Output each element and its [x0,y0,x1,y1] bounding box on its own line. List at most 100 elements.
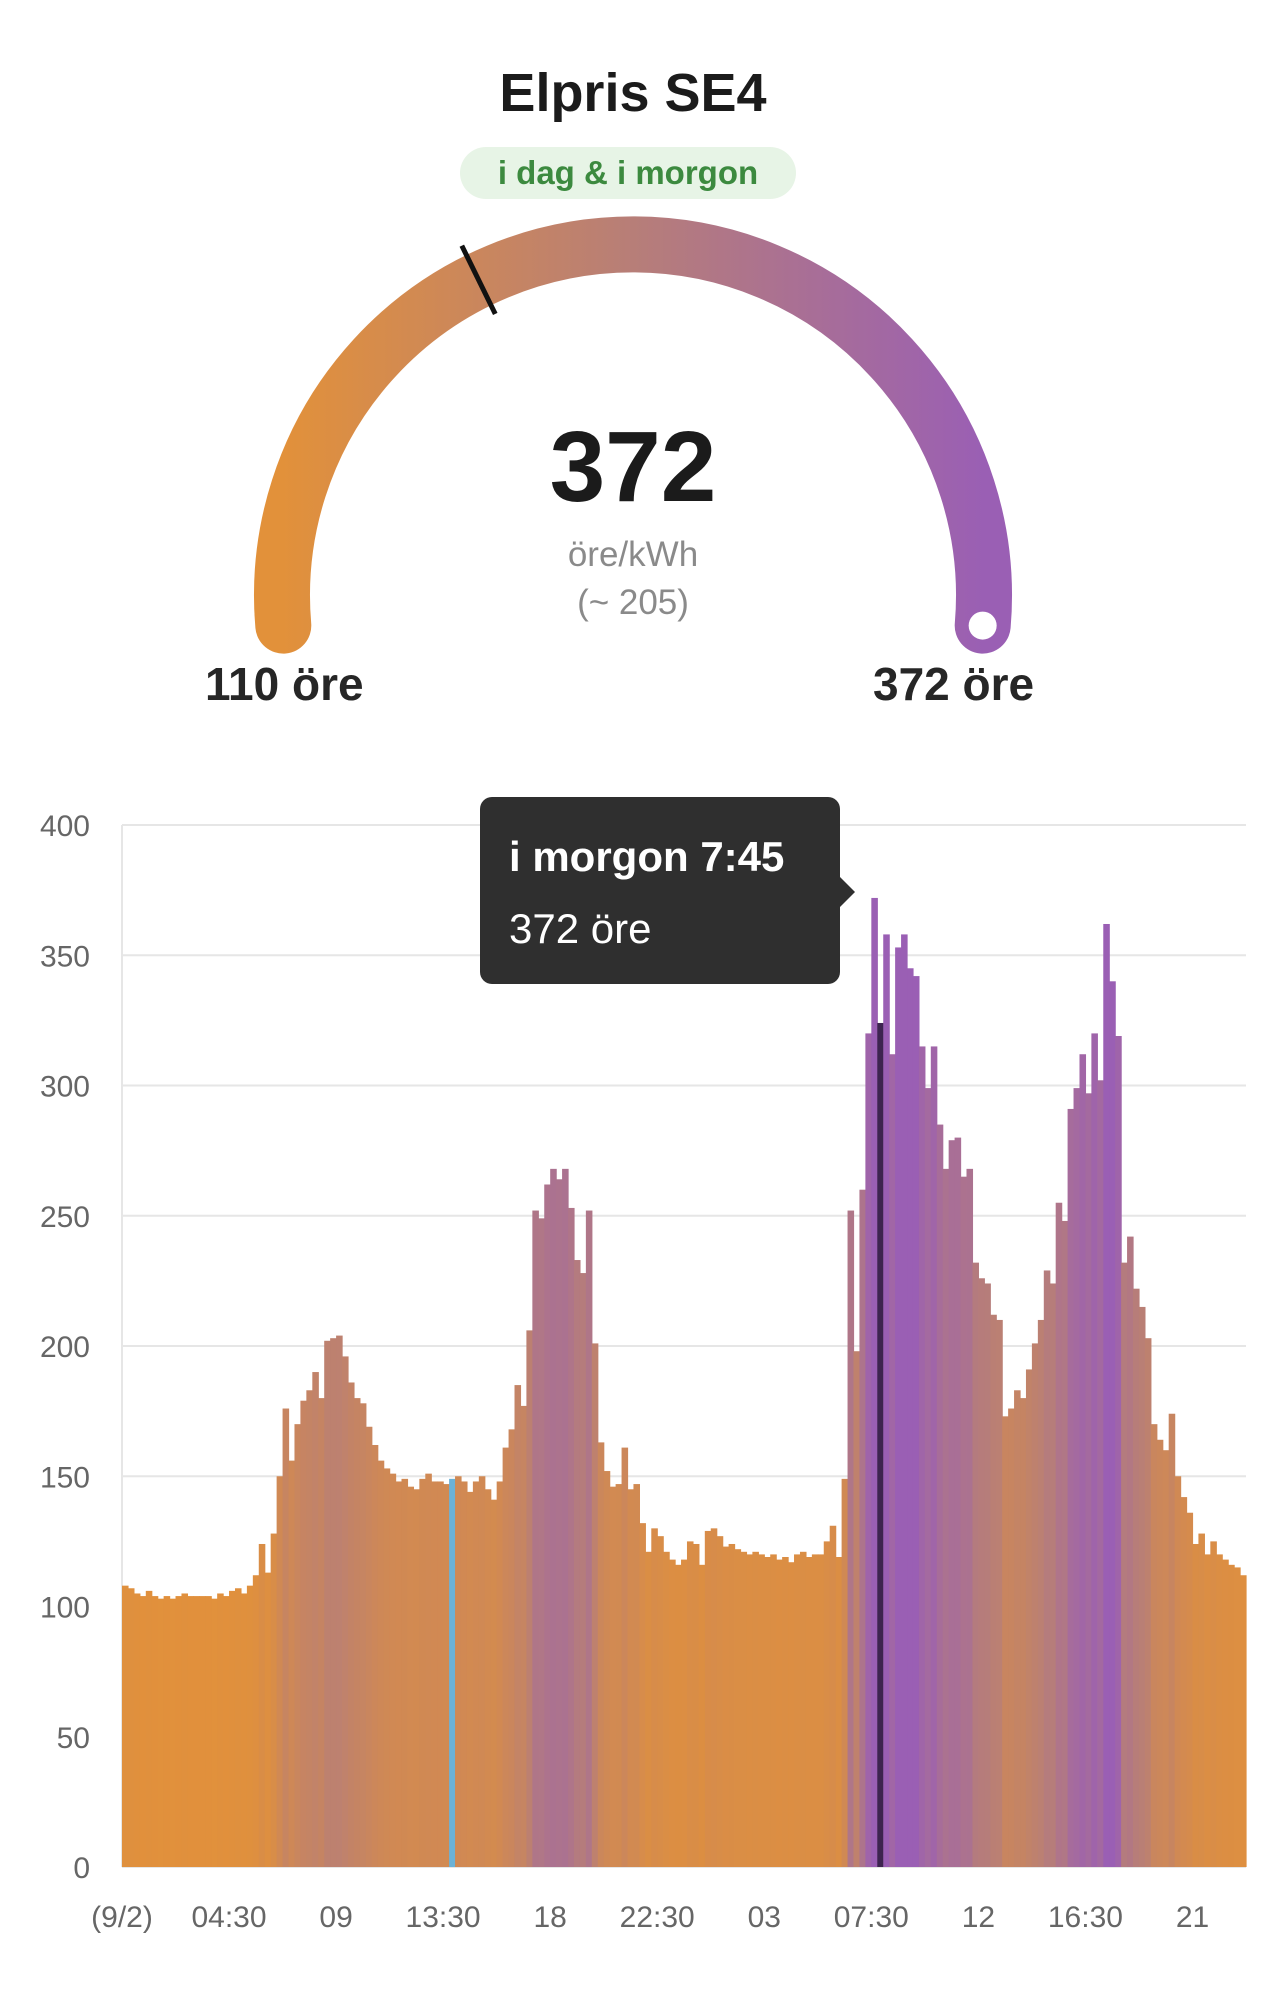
price-bar[interactable] [1002,1416,1009,1867]
price-bar[interactable] [1067,1108,1075,1867]
price-bar[interactable] [657,1536,664,1867]
price-bar[interactable] [1180,1497,1188,1867]
price-bar[interactable] [1210,1541,1217,1868]
price-bar[interactable] [716,1536,724,1867]
price-bar[interactable] [871,897,878,1867]
price-bar[interactable] [823,1541,831,1868]
price-bar[interactable] [1156,1439,1164,1867]
price-bar[interactable] [1138,1306,1146,1867]
price-bar[interactable] [490,1499,498,1867]
price-bar[interactable] [847,1210,855,1867]
price-bar[interactable] [532,1210,539,1867]
price-bar[interactable] [990,1314,997,1867]
price-bar[interactable] [877,1022,884,1867]
price-bar[interactable] [1144,1338,1152,1867]
price-bar[interactable] [1150,1424,1158,1867]
price-bar[interactable] [347,1382,355,1867]
price-bar[interactable] [978,1278,985,1867]
price-bar[interactable] [895,947,902,1867]
price-bar[interactable] [205,1596,212,1867]
price-bar[interactable] [1061,1220,1069,1867]
price-bar[interactable] [770,1554,777,1867]
price-bar[interactable] [324,1340,331,1867]
price-bar[interactable] [1085,1093,1092,1867]
price-bar[interactable] [181,1593,189,1867]
price-bar[interactable] [776,1559,783,1867]
price-bar[interactable] [865,1033,872,1867]
price-bar[interactable] [829,1525,837,1867]
price-bar[interactable] [353,1398,361,1867]
price-bar[interactable] [1020,1398,1027,1867]
price-bar-chart[interactable]: 0 50 100 150 200 250 300 350 400 (9/2) 04:30 09 13:… [0,780,1266,2000]
price-bar[interactable] [270,1533,278,1867]
price-bar[interactable] [371,1444,379,1867]
price-bar[interactable] [1103,923,1110,1867]
price-bar[interactable] [1192,1543,1200,1867]
price-bar[interactable] [288,1460,296,1867]
price-bar[interactable] [1121,1262,1128,1867]
price-bar[interactable] [211,1598,218,1867]
price-bar[interactable] [686,1541,694,1868]
price-bar[interactable] [859,1189,866,1867]
period-badge[interactable]: i dag & i morgon [460,147,796,199]
price-bar[interactable] [336,1335,343,1867]
price-bar[interactable] [1008,1408,1015,1867]
price-bar[interactable] [853,1351,861,1867]
price-bar[interactable] [556,1179,563,1867]
price-bar[interactable] [609,1486,617,1867]
price-bar[interactable] [734,1549,742,1867]
price-bar[interactable] [455,1476,462,1867]
price-bar[interactable] [127,1588,135,1867]
price-bar[interactable] [460,1481,468,1867]
price-bar[interactable] [960,1176,968,1867]
price-bar[interactable] [579,1273,587,1867]
price-bar[interactable] [306,1390,313,1867]
price-bar[interactable] [300,1400,307,1867]
price-bar[interactable] [996,1319,1003,1867]
price-bar[interactable] [984,1283,991,1867]
price-bar[interactable] [258,1543,266,1867]
price-bar[interactable] [1162,1450,1170,1867]
price-bar[interactable] [359,1403,367,1867]
price-bar[interactable] [912,976,920,1867]
price-bar[interactable] [954,1137,962,1867]
price-bar[interactable] [1240,1575,1247,1867]
price-bar[interactable] [246,1585,254,1867]
price-bar[interactable] [163,1596,171,1867]
price-bar[interactable] [449,1478,456,1867]
price-bar[interactable] [365,1426,373,1867]
price-bar[interactable] [407,1486,415,1867]
price-bar[interactable] [1133,1288,1140,1867]
price-bar[interactable] [401,1478,409,1867]
price-bar[interactable] [746,1554,753,1867]
price-bar[interactable] [841,1478,849,1867]
price-bar[interactable] [1109,981,1116,1867]
price-bar[interactable] [585,1210,593,1867]
price-bar[interactable] [342,1356,349,1867]
price-bar[interactable] [151,1596,159,1867]
price-bar[interactable] [692,1543,700,1867]
price-bar[interactable] [627,1489,635,1867]
price-bar[interactable] [669,1559,676,1867]
price-bar[interactable] [788,1562,795,1867]
price-bar[interactable] [318,1398,325,1867]
price-bar[interactable] [187,1596,194,1867]
price-bar[interactable] [817,1554,825,1867]
price-bar[interactable] [942,1168,950,1867]
price-bar[interactable] [122,1585,129,1867]
price-bar[interactable] [240,1593,248,1867]
price-bar[interactable] [562,1168,569,1867]
price-bar[interactable] [758,1554,765,1867]
price-bar[interactable] [175,1596,183,1867]
price-bar[interactable] [805,1557,813,1867]
price-bar[interactable] [615,1484,623,1867]
price-bar[interactable] [508,1429,516,1867]
price-bar[interactable] [782,1557,789,1867]
price-bar[interactable] [568,1207,575,1867]
price-bar[interactable] [1228,1564,1235,1867]
price-bar[interactable] [437,1481,444,1867]
price-bar[interactable] [252,1575,260,1867]
price-bar[interactable] [502,1447,510,1867]
price-bar[interactable] [264,1572,272,1867]
price-bar[interactable] [1055,1202,1063,1867]
